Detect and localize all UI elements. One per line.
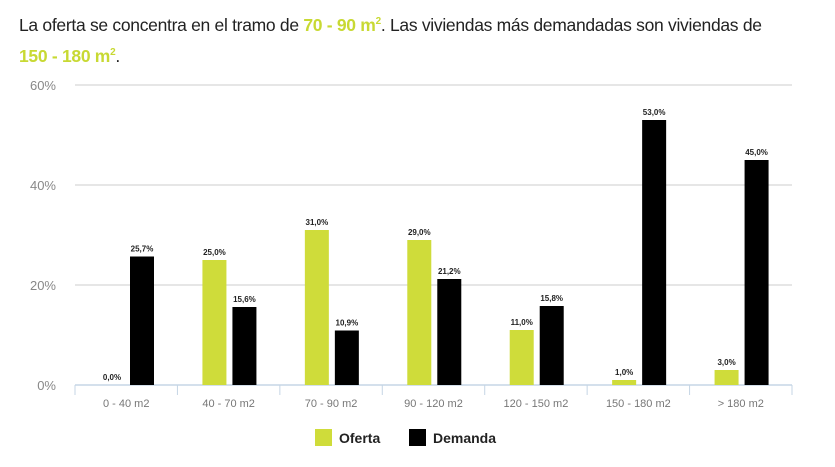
- data-label: 31,0%: [306, 218, 329, 227]
- headline-text: . Las viviendas más demandadas son vivie…: [380, 14, 762, 35]
- headline: La oferta se concentra en el tramo de 70…: [19, 14, 762, 66]
- bar-demanda: [437, 279, 462, 385]
- legend-swatch-oferta: [315, 429, 332, 446]
- data-label: 0,0%: [103, 373, 121, 382]
- bar-oferta: [509, 330, 534, 385]
- bar-demanda: [744, 160, 769, 385]
- legend-swatch-demanda: [409, 429, 426, 446]
- highlight-range-1: 70 - 90 m2: [303, 14, 381, 35]
- x-tick-label: 90 - 120 m2: [404, 398, 463, 410]
- bar-oferta: [304, 230, 329, 385]
- y-tick-label: 40%: [30, 178, 56, 193]
- headline-text: La oferta se concentra en el tramo de: [19, 14, 304, 35]
- data-label: 15,8%: [540, 294, 563, 303]
- data-label: 25,0%: [203, 248, 226, 257]
- bar-demanda: [642, 120, 667, 385]
- bar-oferta: [612, 380, 637, 385]
- data-label: 29,0%: [408, 228, 431, 237]
- x-tick-label: 150 - 180 m2: [606, 398, 671, 410]
- data-label: 25,7%: [131, 245, 154, 254]
- data-label: 10,9%: [336, 319, 359, 328]
- x-tick-label: 40 - 70 m2: [202, 398, 255, 410]
- bar-oferta: [407, 240, 432, 385]
- data-label: 45,0%: [745, 148, 768, 157]
- x-tick-label: > 180 m2: [718, 398, 764, 410]
- data-label: 21,2%: [438, 267, 461, 276]
- legend-label: Demanda: [433, 430, 496, 446]
- x-tick-label: 0 - 40 m2: [103, 398, 149, 410]
- bar-demanda: [539, 306, 564, 385]
- data-label: 3,0%: [717, 358, 735, 367]
- bar-oferta: [202, 260, 227, 385]
- bar-demanda: [334, 330, 359, 385]
- data-label: 11,0%: [511, 318, 533, 327]
- data-label: 1,0%: [615, 368, 633, 377]
- bar-oferta: [714, 370, 739, 385]
- y-tick-label: 0%: [37, 378, 56, 393]
- data-label: 53,0%: [643, 108, 666, 117]
- bar-demanda: [130, 256, 154, 385]
- x-tick-label: 70 - 90 m2: [305, 398, 358, 410]
- data-label: 15,6%: [233, 295, 256, 304]
- highlight-range-2: 150 - 180 m2: [19, 45, 116, 66]
- y-tick-label: 20%: [30, 278, 56, 293]
- x-tick-label: 120 - 150 m2: [504, 398, 569, 410]
- legend-label: Oferta: [339, 430, 380, 446]
- y-tick-label: 60%: [30, 78, 56, 93]
- bar-demanda: [232, 307, 257, 385]
